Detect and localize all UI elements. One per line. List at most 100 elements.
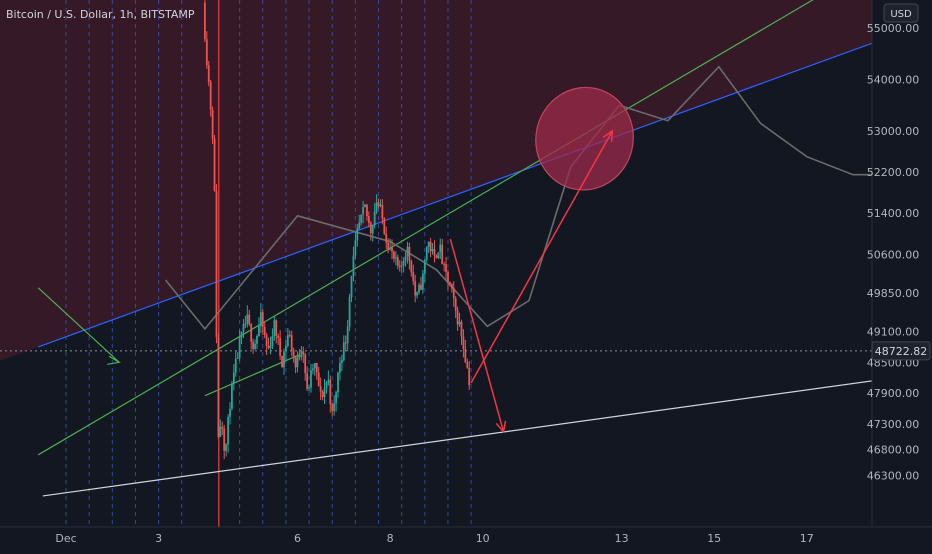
candle-body-99: [394, 257, 397, 259]
candle-body-113: [421, 273, 424, 290]
x-tick-label-3: 8: [387, 532, 394, 545]
candle-body-44: [288, 334, 291, 336]
candle-body-114: [423, 259, 426, 274]
candle-body-54: [308, 387, 310, 389]
plot-area[interactable]: [0, 0, 913, 527]
time-axis[interactable]: Dec 3 6 8 10 13 15 17: [55, 532, 813, 545]
green-arrow-shaft: [37, 287, 120, 363]
candle-body-108: [412, 272, 415, 282]
target-ellipse: [535, 86, 634, 191]
x-tick-label-5: 13: [615, 532, 629, 545]
candle-body-52: [304, 354, 307, 374]
y-tick-label-5: 50600.00: [867, 248, 920, 261]
candle-body-106: [408, 246, 411, 261]
symbol-title: Bitcoin / U.S. Dollar, 1h, BITSTAMP: [6, 8, 195, 21]
candle-body-137: [468, 367, 471, 386]
candle-body-42: [285, 345, 287, 352]
candle-body-50: [300, 351, 303, 357]
green-trend-line: [37, 0, 814, 456]
candle-body-39: [279, 338, 282, 356]
candle-body-73: [344, 342, 347, 344]
candle-body-55: [310, 370, 312, 388]
y-tick-label-7: 49100.00: [867, 325, 920, 338]
y-tick-label-12: 46300.00: [867, 469, 920, 482]
candle-body-34: [269, 345, 272, 348]
candle-body-3: [209, 81, 212, 110]
candle-body-21: [244, 323, 247, 325]
candle-body-129: [452, 288, 455, 299]
red-arrow-shaft-1: [470, 130, 613, 384]
green-arrow-head: [107, 355, 121, 365]
currency-badge[interactable]: USD: [883, 3, 919, 23]
candle-body-49: [298, 356, 301, 358]
candle-body-72: [342, 342, 345, 361]
candle-body-40: [281, 355, 283, 368]
candle-body-45: [290, 335, 293, 351]
candle-body-0: [204, 2, 206, 40]
candle-body-24: [250, 323, 253, 342]
candle-body-4: [211, 109, 214, 139]
candle-body-96: [389, 247, 391, 250]
candle-body-132: [458, 321, 461, 325]
candle-body-98: [393, 251, 395, 259]
shaded-zone: [0, 0, 872, 361]
candle-body-61: [321, 391, 324, 398]
y-tick-label-2: 53000.00: [867, 125, 920, 138]
candle-body-8: [219, 426, 222, 437]
x-tick-label-7: 17: [800, 532, 814, 545]
candle-body-22: [246, 314, 249, 324]
candle-body-76: [350, 276, 353, 298]
candle-body-15: [232, 372, 235, 384]
candle-body-51: [302, 351, 305, 355]
candle-body-124: [443, 264, 446, 266]
candle-body-30: [261, 312, 264, 328]
candle-body-119: [433, 249, 436, 256]
x-tick-label-6: 15: [707, 532, 721, 545]
candle-body-65: [329, 379, 332, 404]
y-tick-label-10: 47300.00: [867, 418, 920, 431]
candle-body-110: [416, 292, 419, 296]
candle-body-97: [391, 247, 393, 252]
candle-body-63: [325, 382, 328, 389]
y-tick-label-4: 51400.00: [867, 207, 920, 220]
x-tick-label-1: 3: [155, 532, 162, 545]
candles: [204, 0, 471, 460]
candle-body-87: [371, 225, 374, 234]
candle-body-75: [348, 297, 351, 327]
candle-body-94: [385, 233, 388, 243]
price-axis[interactable]: 55000.00 54000.00 53000.00 52200.00 51400.00…: [867, 22, 920, 482]
candle-body-84: [366, 204, 368, 217]
candle-body-135: [464, 348, 467, 363]
candle-body-59: [317, 372, 320, 387]
candle-body-121: [437, 252, 440, 259]
red-arrow-head-1: [602, 129, 614, 143]
candle-body-25: [252, 341, 255, 349]
candle-body-85: [367, 216, 370, 223]
candle-body-64: [327, 379, 330, 383]
last-price-marker: 48722.82: [871, 341, 931, 361]
candle-body-14: [231, 383, 233, 409]
candle-body-109: [414, 281, 417, 296]
candle-body-56: [312, 368, 314, 371]
candle-body-111: [418, 284, 420, 293]
red-arrow-head-0: [495, 420, 507, 434]
candle-body-136: [466, 362, 469, 368]
candle-body-7: [217, 337, 220, 437]
candle-body-37: [275, 320, 278, 336]
candle-body-33: [267, 346, 270, 348]
candle-body-86: [369, 222, 372, 234]
candle-body-26: [254, 343, 256, 349]
candle-body-102: [400, 265, 403, 267]
candle-body-79: [356, 228, 359, 241]
candle-body-10: [223, 428, 226, 451]
candle-body-66: [331, 403, 334, 411]
candle-body-92: [381, 204, 384, 219]
candle-body-89: [375, 202, 378, 212]
candle-body-31: [263, 327, 266, 336]
candle-body-19: [240, 331, 243, 338]
candle-body-81: [360, 214, 363, 223]
candle-body-11: [225, 444, 228, 451]
y-tick-label-1: 54000.00: [867, 74, 920, 87]
